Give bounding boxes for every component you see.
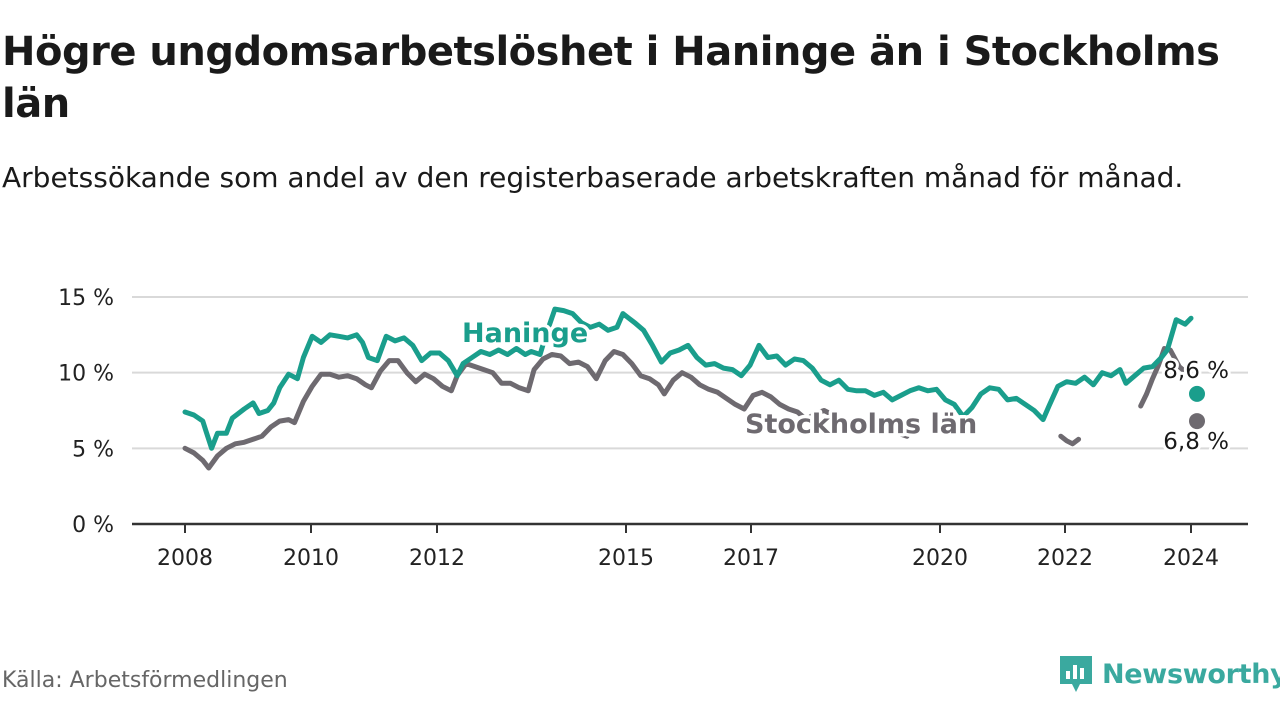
x-tick-label: 2020 — [912, 546, 968, 571]
chart-subtitle: Arbetssökande som andel av den registerb… — [2, 161, 1184, 194]
series-line-haninge — [182, 306, 1194, 451]
y-tick-label: 5 % — [72, 437, 114, 462]
newsworthy-logo-icon — [1060, 656, 1092, 692]
y-tick-label: 15 % — [58, 286, 114, 311]
end-point-stockholm — [1189, 413, 1205, 430]
brand-logo: Newsworthy — [1058, 652, 1280, 696]
x-tick-label: 2015 — [598, 546, 654, 571]
series-label-haninge: Haninge — [462, 318, 588, 349]
y-axis-ticks: 0 % 5 % 10 % 15 % — [58, 286, 114, 538]
end-label-haninge: 8,6 % — [1163, 358, 1229, 384]
chart-grid — [132, 296, 1248, 526]
y-tick-label: 0 % — [72, 513, 114, 538]
x-tick-label: 2010 — [283, 546, 339, 571]
x-tick-label: 2008 — [157, 546, 213, 571]
y-tick-label: 10 % — [58, 362, 114, 387]
series-line-stockholm — [1058, 433, 1082, 447]
chart-labels: Haninge Stockholms län 8,6 % 6,8 % — [459, 315, 1233, 459]
x-tick-label: 2017 — [723, 546, 779, 571]
series-label-stockholm: Stockholms län — [745, 409, 977, 440]
end-label-stockholm: 6,8 % — [1163, 429, 1229, 455]
brand-name: Newsworthy — [1102, 658, 1280, 690]
series-line-stockholm — [851, 423, 910, 439]
x-tick-label: 2012 — [409, 546, 465, 571]
end-point-haninge — [1189, 385, 1205, 402]
source-note: Källa: Arbetsförmedlingen — [2, 668, 288, 693]
chart-title: Högre ungdomsarbetslöshet i Haninge än i… — [2, 29, 1220, 127]
chart-series — [182, 306, 1205, 471]
x-axis-ticks: 2008 2010 2012 2015 2017 2020 2022 2024 — [157, 524, 1219, 571]
x-tick-label: 2024 — [1163, 546, 1219, 571]
series-line-stockholm — [182, 349, 836, 471]
x-tick-label: 2022 — [1037, 546, 1093, 571]
